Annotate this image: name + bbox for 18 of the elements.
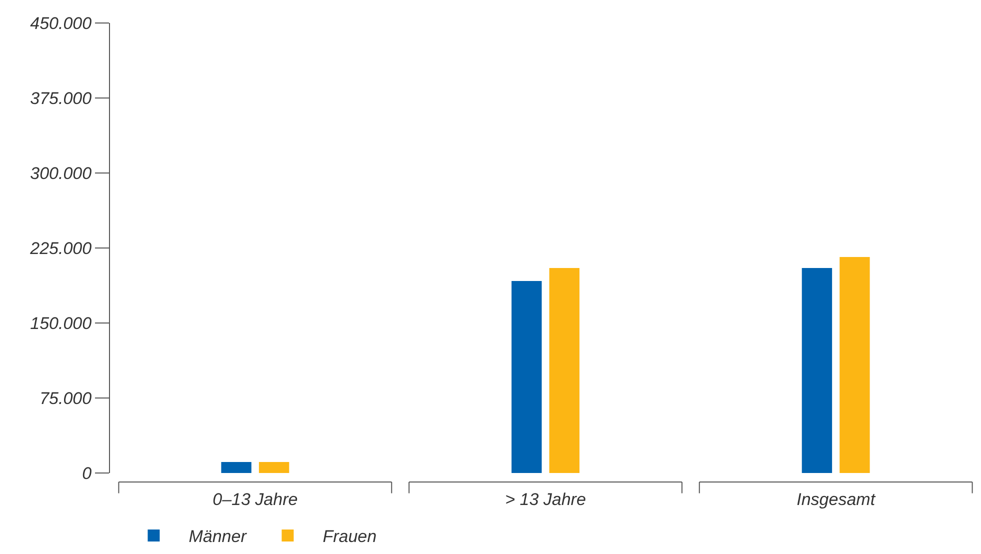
y-tick-label: 375.000 <box>30 88 92 108</box>
bar <box>802 268 832 473</box>
y-tick-label: 150.000 <box>30 314 92 333</box>
legend-label: Frauen <box>322 527 377 546</box>
bar <box>258 462 290 473</box>
x-tick-label: Insgesamt <box>796 490 876 509</box>
bar <box>840 257 870 473</box>
y-tick-label: 225.000 <box>29 238 92 258</box>
y-tick-label: 0 <box>82 464 92 483</box>
bar <box>549 268 580 473</box>
bar <box>512 281 542 473</box>
x-tick-label: > 13 Jahre <box>505 490 586 509</box>
x-tick-label: 0–13 Jahre <box>212 490 298 509</box>
y-tick-label: 450.000 <box>30 14 92 33</box>
y-tick-label: 300.000 <box>30 164 92 183</box>
legend-label: Männer <box>188 527 248 546</box>
bar <box>221 462 252 473</box>
y-tick-label: 75.000 <box>40 388 92 408</box>
